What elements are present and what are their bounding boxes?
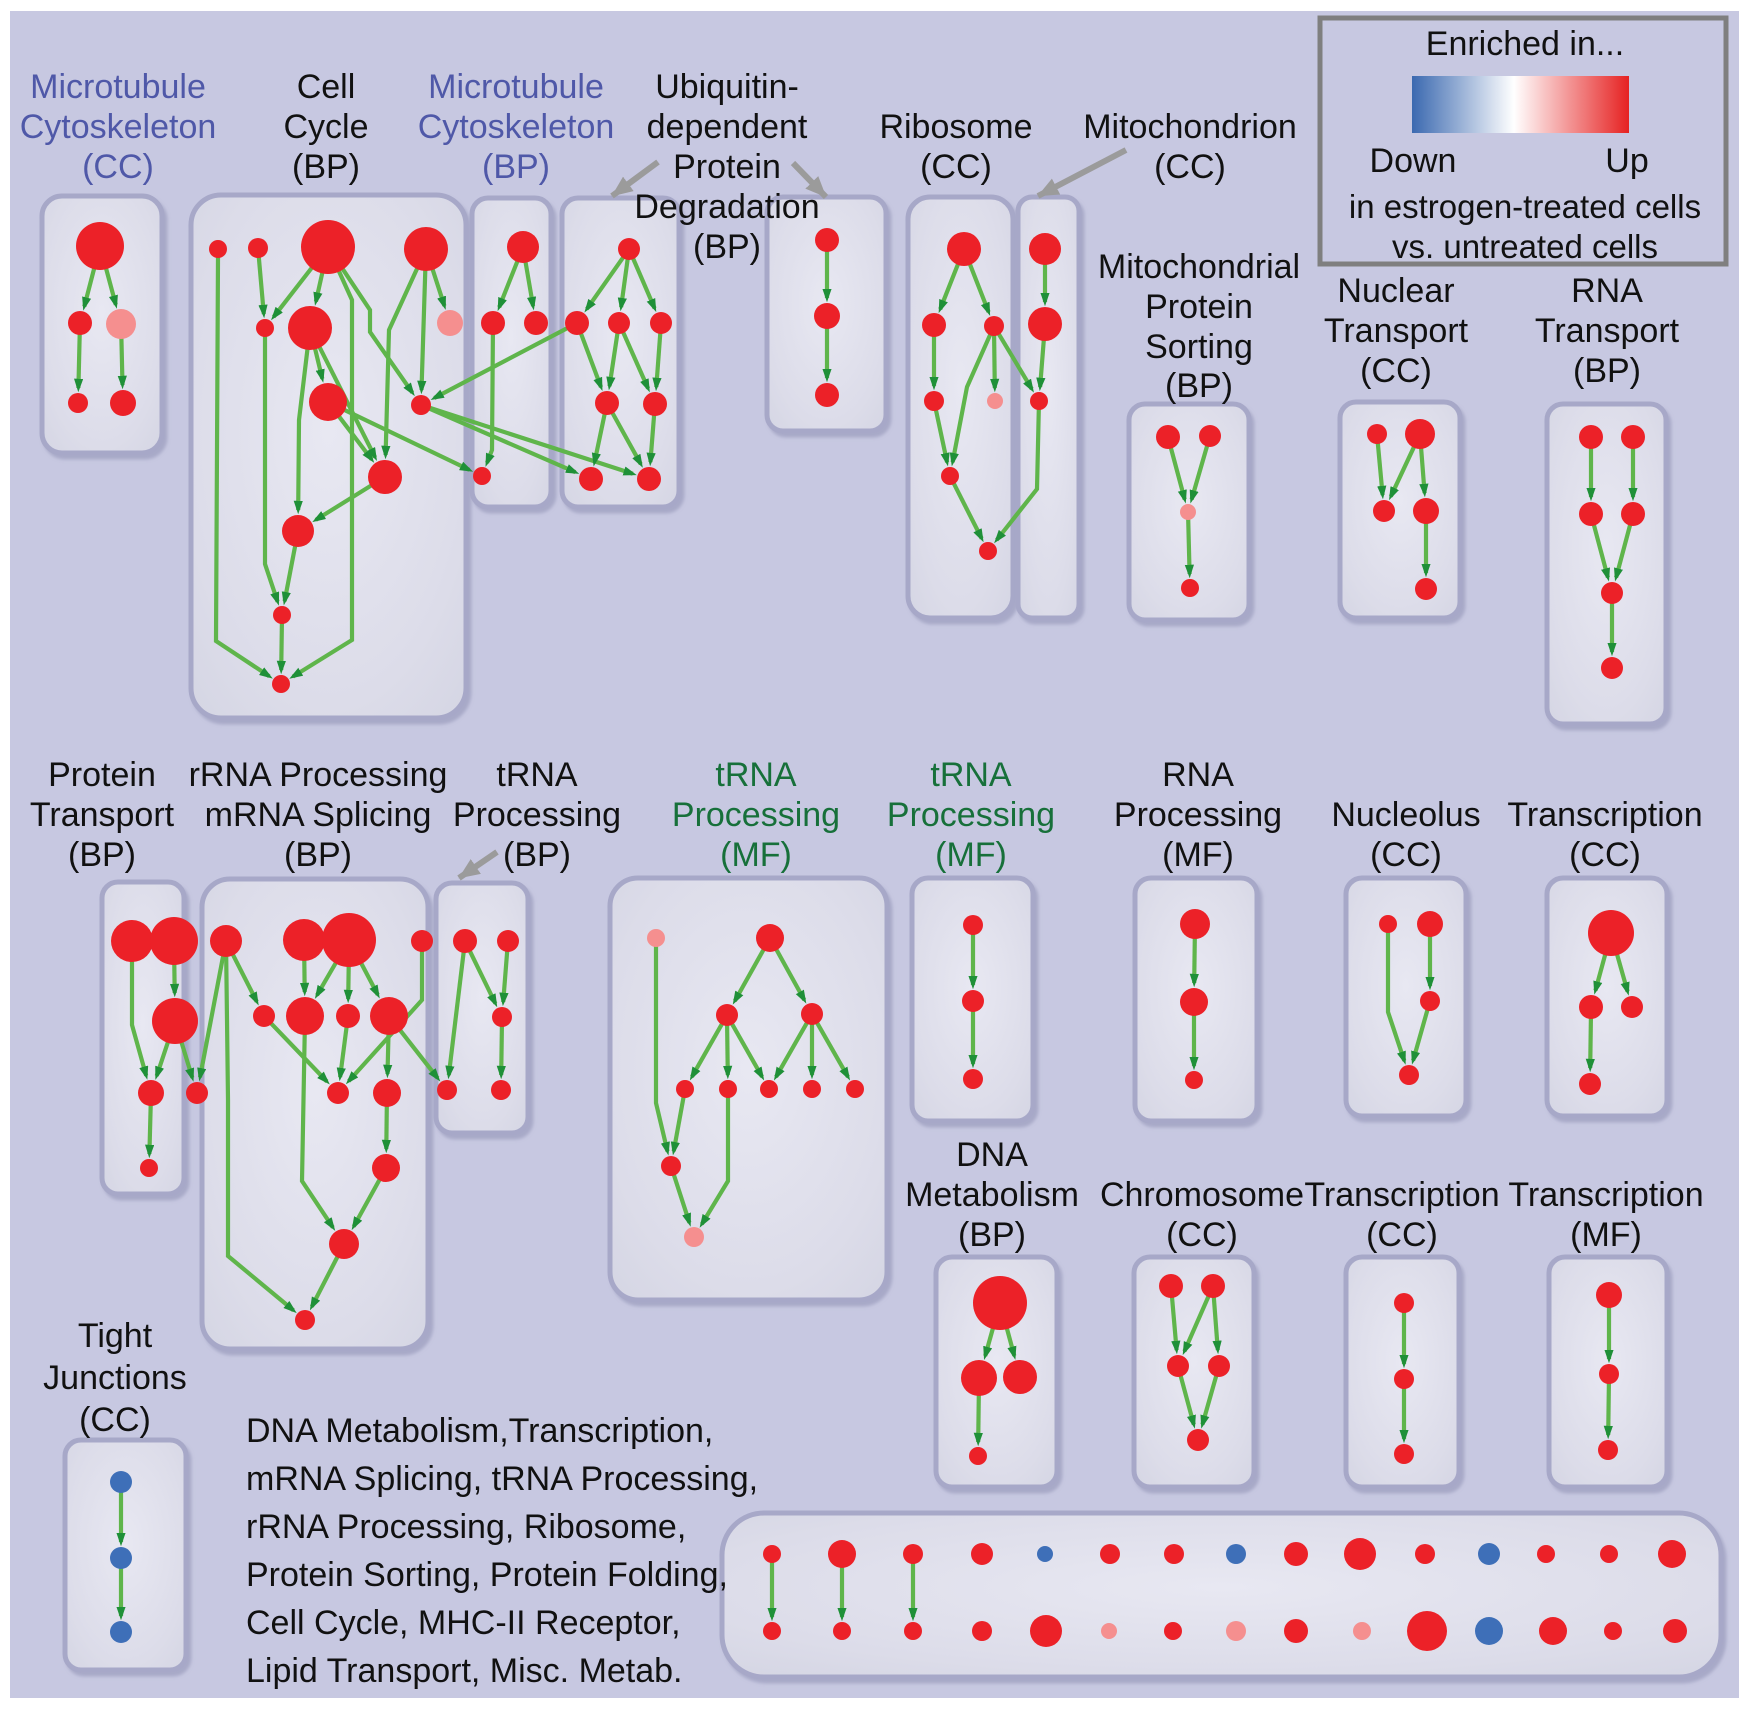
svg-text:(CC): (CC) bbox=[920, 148, 992, 186]
svg-text:(CC): (CC) bbox=[1569, 836, 1641, 874]
svg-text:rRNA Processing: rRNA Processing bbox=[189, 756, 448, 794]
svg-text:Protein: Protein bbox=[1145, 288, 1253, 326]
svg-text:(MF): (MF) bbox=[720, 836, 792, 874]
svg-text:Nuclear: Nuclear bbox=[1337, 272, 1454, 310]
svg-text:(BP): (BP) bbox=[292, 148, 360, 186]
svg-text:Protein: Protein bbox=[673, 148, 781, 186]
svg-text:Ubiquitin-: Ubiquitin- bbox=[655, 68, 799, 106]
svg-text:Tight: Tight bbox=[78, 1317, 153, 1355]
svg-text:Nucleolus: Nucleolus bbox=[1331, 796, 1480, 834]
svg-text:Lipid Transport, Misc. Metab.: Lipid Transport, Misc. Metab. bbox=[246, 1652, 683, 1690]
svg-text:Degradation: Degradation bbox=[634, 188, 819, 226]
svg-text:Mitochondrion: Mitochondrion bbox=[1083, 108, 1297, 146]
svg-text:Metabolism: Metabolism bbox=[905, 1176, 1079, 1214]
svg-text:Processing: Processing bbox=[672, 796, 840, 834]
svg-text:DNA: DNA bbox=[956, 1136, 1028, 1174]
svg-text:Transcription: Transcription bbox=[1508, 1176, 1703, 1214]
svg-text:Processing: Processing bbox=[1114, 796, 1282, 834]
svg-text:Chromosome: Chromosome bbox=[1100, 1176, 1304, 1214]
svg-text:Cytoskeleton: Cytoskeleton bbox=[418, 108, 615, 146]
svg-text:Cytoskeleton: Cytoskeleton bbox=[20, 108, 217, 146]
svg-text:Transport: Transport bbox=[30, 796, 175, 834]
svg-text:Down: Down bbox=[1370, 142, 1457, 180]
svg-text:Mitochondrial: Mitochondrial bbox=[1098, 248, 1300, 286]
svg-text:Enriched in...: Enriched in... bbox=[1426, 25, 1624, 63]
svg-text:Transport: Transport bbox=[1535, 312, 1680, 350]
svg-text:Up: Up bbox=[1605, 142, 1648, 180]
svg-text:(MF): (MF) bbox=[1570, 1216, 1642, 1254]
svg-text:(CC): (CC) bbox=[1370, 836, 1442, 874]
svg-text:Cell: Cell bbox=[297, 68, 356, 106]
svg-text:Cell Cycle, MHC-II Receptor,: Cell Cycle, MHC-II Receptor, bbox=[246, 1604, 681, 1642]
svg-text:mRNA Splicing, tRNA Processing: mRNA Splicing, tRNA Processing, bbox=[246, 1460, 758, 1498]
svg-text:(CC): (CC) bbox=[1360, 352, 1432, 390]
svg-text:(CC): (CC) bbox=[1366, 1216, 1438, 1254]
svg-text:(BP): (BP) bbox=[482, 148, 550, 186]
svg-text:Protein: Protein bbox=[48, 756, 156, 794]
svg-text:RNA: RNA bbox=[1162, 756, 1234, 794]
svg-text:Sorting: Sorting bbox=[1145, 328, 1253, 366]
svg-text:(MF): (MF) bbox=[1162, 836, 1234, 874]
svg-text:Transcription: Transcription bbox=[1507, 796, 1702, 834]
svg-text:in estrogen-treated cells: in estrogen-treated cells bbox=[1349, 188, 1701, 225]
svg-text:(BP): (BP) bbox=[958, 1216, 1026, 1254]
svg-text:tRNA: tRNA bbox=[930, 756, 1012, 794]
svg-text:(BP): (BP) bbox=[68, 836, 136, 874]
svg-text:(BP): (BP) bbox=[284, 836, 352, 874]
svg-text:(BP): (BP) bbox=[693, 228, 761, 266]
svg-text:Processing: Processing bbox=[887, 796, 1055, 834]
svg-text:(BP): (BP) bbox=[503, 836, 571, 874]
svg-text:(CC): (CC) bbox=[82, 148, 154, 186]
svg-text:tRNA: tRNA bbox=[715, 756, 797, 794]
svg-text:Cycle: Cycle bbox=[283, 108, 368, 146]
svg-text:Ribosome: Ribosome bbox=[879, 108, 1032, 146]
svg-text:Transcription: Transcription bbox=[1304, 1176, 1499, 1214]
svg-text:(BP): (BP) bbox=[1165, 367, 1233, 405]
svg-text:(CC): (CC) bbox=[79, 1401, 151, 1439]
svg-text:DNA Metabolism,Transcription,: DNA Metabolism,Transcription, bbox=[246, 1412, 713, 1450]
svg-text:(MF): (MF) bbox=[935, 836, 1007, 874]
svg-text:(BP): (BP) bbox=[1573, 352, 1641, 390]
svg-text:Microtubule: Microtubule bbox=[30, 68, 206, 106]
svg-text:Junctions: Junctions bbox=[43, 1359, 187, 1397]
svg-text:(CC): (CC) bbox=[1166, 1216, 1238, 1254]
svg-text:RNA: RNA bbox=[1571, 272, 1643, 310]
svg-text:(CC): (CC) bbox=[1154, 148, 1226, 186]
svg-text:dependent: dependent bbox=[647, 108, 808, 146]
svg-text:Microtubule: Microtubule bbox=[428, 68, 604, 106]
svg-text:mRNA Splicing: mRNA Splicing bbox=[205, 796, 432, 834]
svg-text:Processing: Processing bbox=[453, 796, 621, 834]
svg-text:Transport: Transport bbox=[1324, 312, 1469, 350]
svg-text:Protein Sorting, Protein Foldi: Protein Sorting, Protein Folding, bbox=[246, 1556, 728, 1594]
svg-text:vs. untreated cells: vs. untreated cells bbox=[1392, 228, 1658, 265]
svg-text:rRNA Processing, Ribosome,: rRNA Processing, Ribosome, bbox=[246, 1508, 686, 1546]
svg-text:tRNA: tRNA bbox=[496, 756, 578, 794]
